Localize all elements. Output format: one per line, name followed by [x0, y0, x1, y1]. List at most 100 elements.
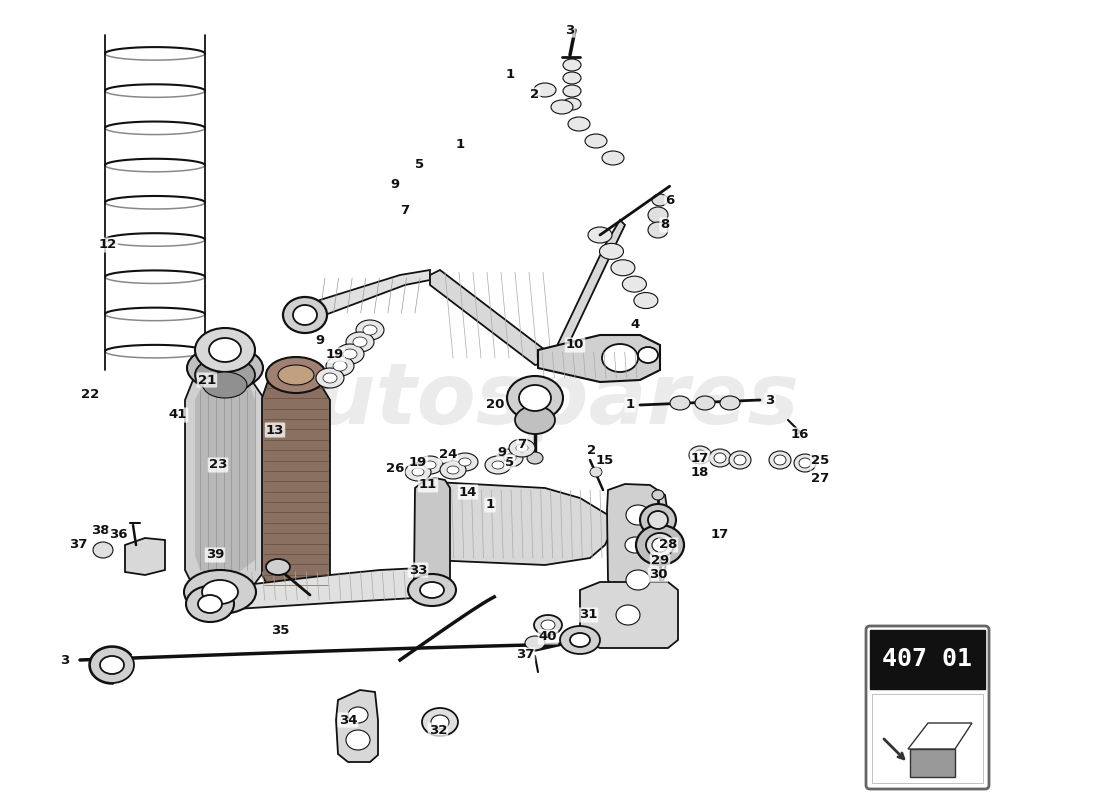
Text: 12: 12 — [99, 238, 117, 251]
Ellipse shape — [90, 647, 134, 683]
Ellipse shape — [636, 525, 684, 565]
Text: 7: 7 — [400, 203, 409, 217]
FancyBboxPatch shape — [866, 626, 989, 789]
Ellipse shape — [652, 538, 668, 552]
Ellipse shape — [634, 293, 658, 309]
Text: 29: 29 — [651, 554, 669, 566]
Ellipse shape — [363, 325, 377, 335]
Ellipse shape — [452, 453, 478, 471]
Ellipse shape — [420, 582, 444, 598]
Ellipse shape — [670, 396, 690, 410]
Ellipse shape — [734, 455, 746, 465]
Ellipse shape — [769, 451, 791, 469]
Ellipse shape — [509, 439, 535, 457]
Ellipse shape — [648, 207, 668, 223]
Polygon shape — [538, 335, 660, 382]
Text: 15: 15 — [596, 454, 614, 466]
Text: 1: 1 — [505, 69, 515, 82]
Ellipse shape — [198, 595, 222, 613]
Text: 26: 26 — [386, 462, 404, 474]
Text: 4: 4 — [630, 318, 639, 331]
Ellipse shape — [626, 505, 650, 525]
Ellipse shape — [610, 260, 635, 276]
Text: 19: 19 — [409, 455, 427, 469]
Polygon shape — [580, 582, 678, 648]
Text: 41: 41 — [168, 409, 187, 422]
Ellipse shape — [333, 361, 346, 371]
Ellipse shape — [431, 715, 449, 729]
Text: 37: 37 — [516, 649, 535, 662]
Polygon shape — [262, 372, 330, 600]
Text: 3: 3 — [60, 654, 69, 666]
Ellipse shape — [504, 454, 516, 462]
Text: 24: 24 — [439, 449, 458, 462]
Text: autospares: autospares — [256, 358, 800, 442]
Ellipse shape — [186, 586, 234, 622]
Ellipse shape — [408, 574, 456, 606]
Ellipse shape — [459, 458, 471, 466]
Text: 2: 2 — [587, 443, 596, 457]
Ellipse shape — [316, 368, 344, 388]
Ellipse shape — [417, 456, 443, 474]
Ellipse shape — [720, 396, 740, 410]
Bar — [910, 749, 955, 777]
Text: 17: 17 — [711, 529, 729, 542]
Ellipse shape — [799, 458, 811, 468]
Ellipse shape — [187, 346, 263, 390]
Text: 8: 8 — [660, 218, 670, 231]
Ellipse shape — [689, 446, 711, 464]
Ellipse shape — [568, 117, 590, 131]
Text: 407 01: 407 01 — [882, 647, 972, 671]
Text: 38: 38 — [90, 523, 109, 537]
Text: 23: 23 — [209, 458, 228, 471]
Text: 28: 28 — [659, 538, 678, 551]
Text: 5: 5 — [505, 455, 515, 469]
Ellipse shape — [202, 580, 238, 604]
Ellipse shape — [346, 332, 374, 352]
Bar — [872, 694, 983, 783]
Ellipse shape — [195, 357, 255, 393]
Ellipse shape — [585, 134, 607, 148]
Ellipse shape — [424, 461, 436, 469]
Text: 20: 20 — [486, 398, 504, 411]
Ellipse shape — [283, 297, 327, 333]
Polygon shape — [414, 478, 450, 597]
Text: 3: 3 — [766, 394, 774, 406]
Ellipse shape — [794, 454, 816, 472]
Text: 5: 5 — [416, 158, 425, 171]
Ellipse shape — [638, 347, 658, 363]
Polygon shape — [305, 270, 430, 330]
Text: 35: 35 — [271, 623, 289, 637]
Text: 9: 9 — [316, 334, 324, 346]
Ellipse shape — [590, 467, 602, 477]
Ellipse shape — [266, 357, 326, 393]
Ellipse shape — [323, 373, 337, 383]
Ellipse shape — [516, 444, 528, 452]
Ellipse shape — [714, 453, 726, 463]
Ellipse shape — [646, 533, 674, 557]
Ellipse shape — [648, 511, 668, 529]
Ellipse shape — [600, 243, 624, 259]
Ellipse shape — [694, 450, 706, 460]
Text: 34: 34 — [339, 714, 358, 726]
Ellipse shape — [534, 615, 562, 635]
Text: 14: 14 — [459, 486, 477, 498]
Ellipse shape — [485, 456, 512, 474]
Polygon shape — [185, 365, 265, 600]
Ellipse shape — [551, 100, 573, 114]
Ellipse shape — [652, 490, 664, 500]
Ellipse shape — [625, 537, 645, 553]
Polygon shape — [908, 723, 972, 749]
Ellipse shape — [293, 305, 317, 325]
Text: 10: 10 — [565, 338, 584, 351]
Ellipse shape — [563, 72, 581, 84]
Ellipse shape — [100, 656, 124, 674]
Ellipse shape — [602, 344, 638, 372]
Ellipse shape — [563, 85, 581, 97]
Ellipse shape — [492, 461, 504, 469]
Text: 6: 6 — [666, 194, 674, 206]
Ellipse shape — [541, 620, 556, 630]
Text: 18: 18 — [691, 466, 710, 478]
Ellipse shape — [336, 344, 364, 364]
Ellipse shape — [588, 227, 612, 243]
